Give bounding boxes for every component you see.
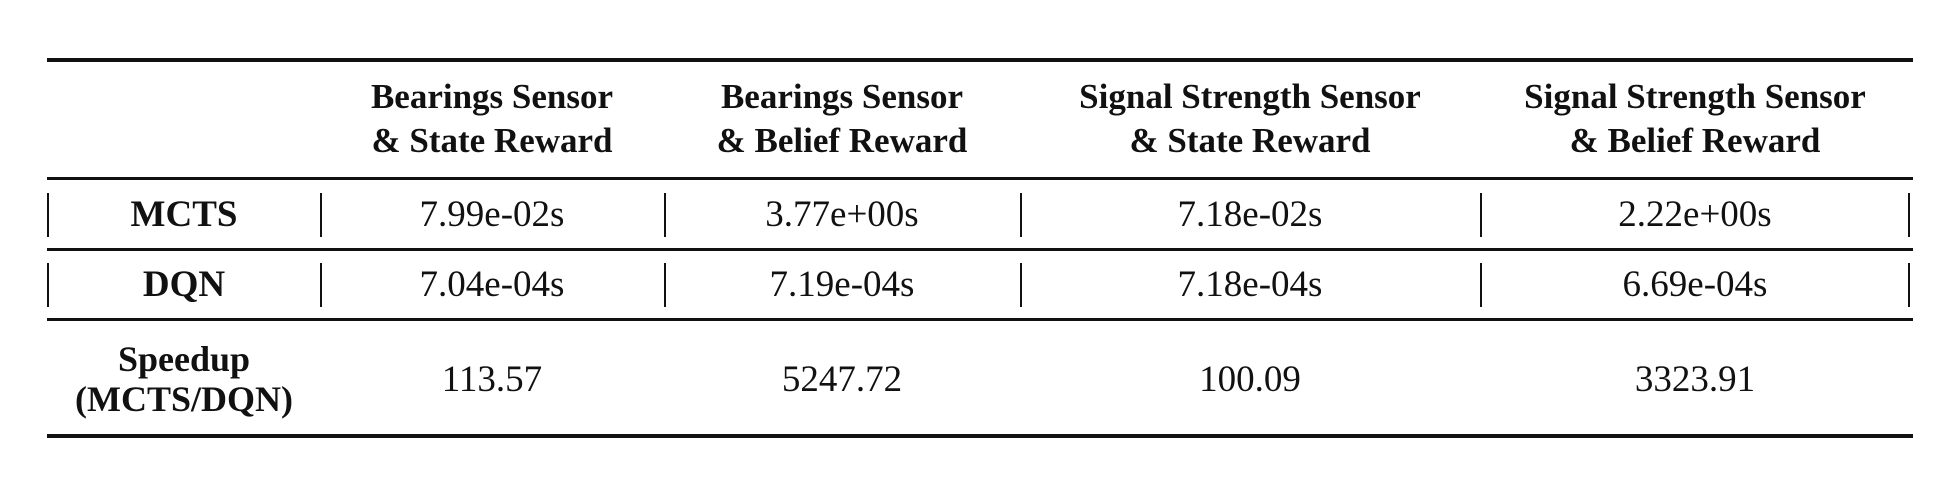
table-cell: 7.18e-04s	[1177, 263, 1323, 305]
table-cell: 113.57	[441, 358, 543, 400]
header-rule	[47, 177, 1913, 180]
row-rule-2	[47, 318, 1913, 321]
speedup-label-line2: (MCTS/DQN)	[75, 379, 293, 419]
column-header-line2: & State Reward	[371, 121, 613, 160]
col-separator	[320, 263, 322, 307]
row-label-mcts: MCTS	[130, 193, 238, 235]
col-separator	[320, 193, 322, 237]
bottom-rule	[47, 434, 1913, 438]
column-header: Signal Strength Sensor & Belief Reward	[1481, 74, 1909, 164]
table-cell: 100.09	[1199, 358, 1301, 400]
col-separator	[1480, 263, 1482, 307]
col-separator	[664, 193, 666, 237]
column-header-line1: Signal Strength Sensor	[1524, 77, 1866, 116]
row-rule-1	[47, 248, 1913, 251]
speedup-label-line1: Speedup	[117, 339, 251, 379]
column-header-line1: Bearings Sensor	[370, 77, 614, 116]
row-label-speedup: Speedup (MCTS/DQN)	[49, 334, 319, 424]
column-header: Bearings Sensor & State Reward	[321, 74, 663, 164]
col-separator	[1020, 193, 1022, 237]
top-rule	[47, 58, 1913, 62]
column-header-line2: & Belief Reward	[1569, 121, 1821, 160]
column-header-line2: & State Reward	[1129, 121, 1371, 160]
col-separator	[1908, 193, 1910, 237]
table-cell: 7.19e-04s	[769, 263, 915, 305]
col-separator	[1020, 263, 1022, 307]
table-cell: 3.77e+00s	[765, 193, 919, 235]
column-header-line1: Signal Strength Sensor	[1079, 77, 1421, 116]
column-header: Signal Strength Sensor & State Reward	[1021, 74, 1479, 164]
col-separator	[47, 193, 49, 237]
col-separator	[664, 263, 666, 307]
column-header: Bearings Sensor & Belief Reward	[665, 74, 1019, 164]
column-header-line2: & Belief Reward	[716, 121, 968, 160]
column-header-line1: Bearings Sensor	[720, 77, 964, 116]
table-cell: 6.69e-04s	[1622, 263, 1768, 305]
table-cell: 5247.72	[781, 358, 903, 400]
col-separator	[1908, 263, 1910, 307]
row-label-dqn: DQN	[142, 263, 226, 305]
table-cell: 3323.91	[1634, 358, 1756, 400]
table-cell: 2.22e+00s	[1618, 193, 1772, 235]
table-cell: 7.18e-02s	[1177, 193, 1323, 235]
col-separator	[47, 263, 49, 307]
table-cell: 7.04e-04s	[419, 263, 565, 305]
col-separator	[1480, 193, 1482, 237]
table-cell: 7.99e-02s	[419, 193, 565, 235]
